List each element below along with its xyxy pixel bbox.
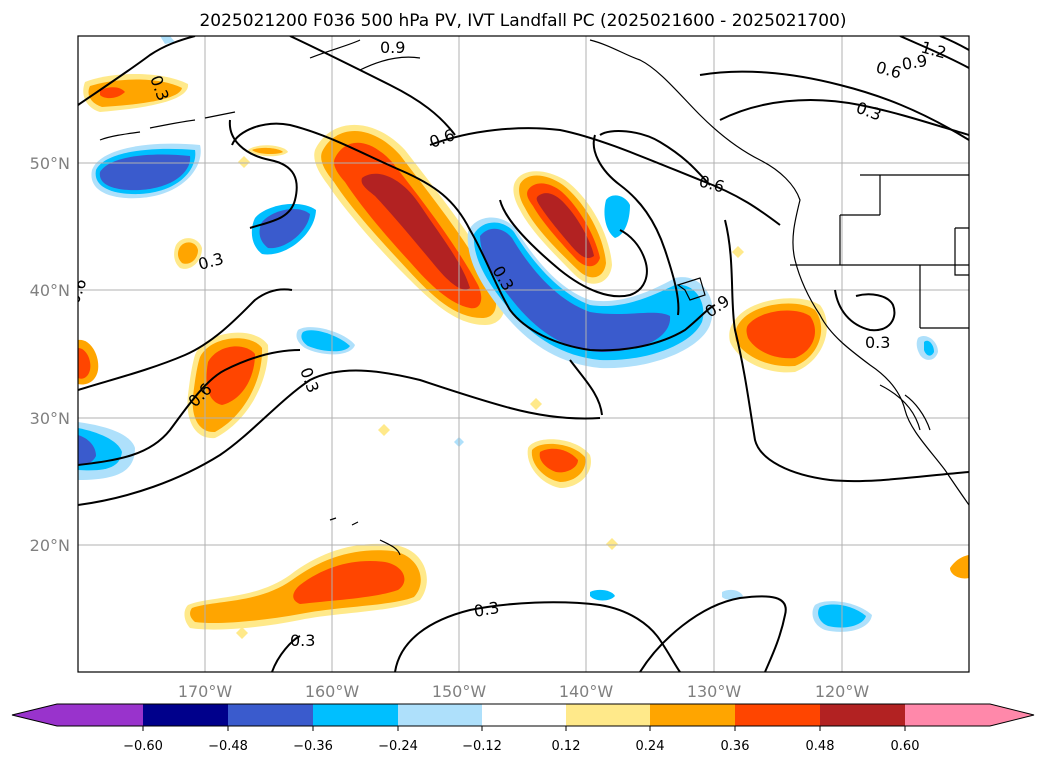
colorbar-tick-label: 0.60 xyxy=(891,739,920,754)
colorbar-ticks xyxy=(142,726,906,731)
map-frame xyxy=(77,35,970,673)
contour-label: 0.3 xyxy=(865,333,890,352)
map-title: 2025021200 F036 500 hPa PV, IVT Landfall… xyxy=(199,11,846,31)
latitude-labels: 20°N 30°N 40°N 50°N xyxy=(30,154,70,555)
colorbar-segment xyxy=(313,704,398,726)
colorbar-segment xyxy=(650,704,735,726)
contour-label: 0.9 xyxy=(900,51,928,74)
anomaly-red-27n xyxy=(527,439,591,488)
colorbar-tick-label: 0.48 xyxy=(806,739,835,754)
contour-label: 0.3 xyxy=(472,598,500,621)
anomaly-red-california xyxy=(729,298,827,373)
colorbar-tick-label: −0.36 xyxy=(293,739,333,754)
lon-label: 170°W xyxy=(178,682,233,701)
anomaly-south-plume xyxy=(184,543,427,630)
colorbar-tick-label: 0.24 xyxy=(636,739,665,754)
lon-label: 150°W xyxy=(432,682,487,701)
colorbar-tick-label: −0.24 xyxy=(378,739,418,754)
anomaly-small-features xyxy=(160,36,969,639)
lon-label: 130°W xyxy=(687,682,742,701)
lat-label: 50°N xyxy=(30,154,70,173)
colorbar-outline xyxy=(11,703,1035,727)
anomaly-red-loop xyxy=(513,171,612,284)
colorbar-segment xyxy=(482,704,566,726)
map-panel: 0.3 0.9 0.6 0.6 0.3 0.6 0.9 1.2 0.3 0.6 … xyxy=(77,35,970,673)
colorbar-segment xyxy=(398,704,482,726)
colorbar-tick-label: −0.12 xyxy=(462,739,502,754)
colorbar-tick-label: 0.12 xyxy=(552,739,581,754)
shaded-anomalies xyxy=(78,36,969,639)
coastlines xyxy=(99,39,969,556)
longitude-labels: 170°W 160°W 150°W 140°W 130°W 120°W xyxy=(178,682,870,701)
colorbar-segment xyxy=(228,704,313,726)
colorbar-segment xyxy=(905,704,990,726)
lat-label: 40°N xyxy=(30,281,70,300)
colorbar-segment xyxy=(566,704,650,726)
colorbar-extend-high xyxy=(990,704,1034,726)
contours xyxy=(78,36,969,672)
colorbar-extend-low xyxy=(12,704,57,726)
colorbar-segment xyxy=(143,704,228,726)
lon-label: 140°W xyxy=(559,682,614,701)
colorbar-tick-label: −0.48 xyxy=(208,739,248,754)
lon-label: 160°W xyxy=(305,682,360,701)
colorbar: −0.60 −0.48 −0.36 −0.24 −0.12 0.12 0.24 … xyxy=(11,703,1035,754)
colorbar-tick-label: −0.60 xyxy=(123,739,163,754)
graticule xyxy=(78,36,969,672)
lat-label: 20°N xyxy=(30,536,70,555)
lat-label: 30°N xyxy=(30,409,70,428)
contour-label: 0.3 xyxy=(290,631,315,650)
contour-label: 0.9 xyxy=(380,38,405,57)
anomaly-red-band xyxy=(314,124,505,325)
colorbar-tick-label: 0.36 xyxy=(721,739,750,754)
colorbar-segment xyxy=(57,704,143,726)
colorbar-segment xyxy=(820,704,905,726)
anomaly-blue-horseshoe xyxy=(467,195,713,369)
colorbar-segment xyxy=(735,704,820,726)
lon-label: 120°W xyxy=(815,682,870,701)
anomaly-blue-45n xyxy=(251,203,316,255)
